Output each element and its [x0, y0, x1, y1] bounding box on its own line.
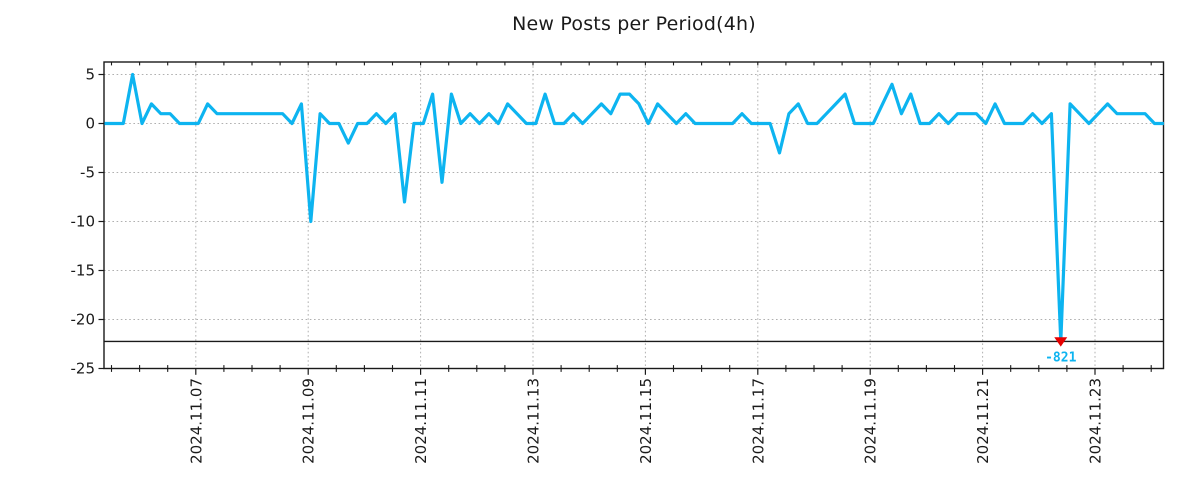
x-tick-label: 2024.11.07: [187, 378, 205, 464]
y-tick-label: -15: [71, 262, 96, 280]
chart-title: New Posts per Period(4h): [512, 13, 756, 35]
x-tick-label: 2024.11.23: [1087, 378, 1105, 464]
x-tick-label: 2024.11.17: [749, 378, 767, 464]
x-tick-label: 2024.11.13: [525, 378, 543, 464]
y-tick-label: 5: [85, 66, 95, 84]
y-tick-label: -25: [71, 360, 96, 378]
y-tick-label: -20: [71, 311, 96, 329]
min-marker-icon: [1054, 337, 1068, 347]
y-tick-label: -5: [80, 164, 95, 182]
min-annotation-label: -821: [1045, 350, 1076, 365]
x-tick-label: 2024.11.09: [300, 378, 318, 464]
plot-border: [103, 61, 1165, 370]
data-line: [104, 72, 1164, 344]
x-tick-label: 2024.11.11: [412, 378, 430, 464]
x-tick-label: 2024.11.19: [862, 378, 880, 464]
y-tick-label: 0: [85, 115, 95, 133]
y-tick-label: -10: [71, 213, 96, 231]
x-tick-label: 2024.11.21: [974, 378, 992, 464]
x-tick-label: 2024.11.15: [637, 378, 655, 464]
